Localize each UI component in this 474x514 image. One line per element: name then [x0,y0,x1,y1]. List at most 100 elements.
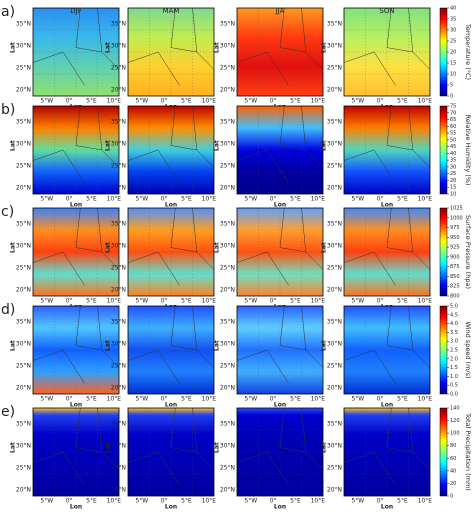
lat-tick-label: 20°N [220,184,235,191]
lat-tick-label: 20°N [327,286,342,293]
lat-tick-label: 35°N [16,420,31,427]
lon-tick-label: 0° [270,298,277,305]
lon-tick-label: 10°E [202,396,217,403]
lon-axis-label: Lon [381,504,393,511]
colorbar-tick-label: 55 [450,131,456,137]
lat-tick-label: 35°N [327,220,342,227]
lon-tick-label: 10°E [418,98,433,105]
lat-tick-label: 20°N [16,286,31,293]
lat-tick-label: 30°N [327,442,342,449]
lon-tick-label: 10°E [418,396,433,403]
lon-tick-label: 5°W [351,196,364,203]
lon-tick-label: 10°E [107,98,122,105]
lat-tick-label: 20°N [220,86,235,93]
panel-frame [32,7,120,97]
lat-tick-label: 25°N [220,162,235,169]
lon-tick-label: 0° [161,298,168,305]
panel-label: a) [1,4,15,20]
panel-frame [32,105,120,195]
panel-frame [127,207,215,297]
lon-tick-label: 5°E [397,196,408,203]
lat-tick-label: 30°N [111,140,126,147]
panel-frame [32,207,120,297]
colorbar-tick-label: 25 [450,39,456,45]
lon-axis-label: Lon [274,202,286,209]
lon-tick-label: 10°E [107,298,122,305]
lon-axis-label: Lon [381,202,393,209]
colorbar-tick-label: 10 [450,72,456,78]
colorbar-tick-label: 925 [450,245,460,251]
lat-tick-label: 25°N [16,464,31,471]
lat-tick-label: 25°N [111,64,126,71]
lat-tick-label: 25°N [16,264,31,271]
lat-tick-label: 25°N [220,264,235,271]
lon-tick-label: 0° [377,98,384,105]
colorbar [439,305,448,395]
lat-tick-label: 30°N [111,242,126,249]
lat-axis-label: Lat [214,140,221,151]
lon-tick-label: 5°W [244,498,257,505]
lat-tick-label: 20°N [111,184,126,191]
colorbar-tick-label: 40 [450,6,456,12]
lat-tick-label: 20°N [111,486,126,493]
lon-tick-label: 0° [377,396,384,403]
lon-tick-label: 5°W [40,298,53,305]
lon-tick-label: 5°E [290,498,301,505]
lat-tick-label: 30°N [327,140,342,147]
colorbar-tick-label: 15 [450,61,456,67]
lat-tick-label: 25°N [327,64,342,71]
lon-tick-label: 5°E [397,498,408,505]
panel-frame [236,105,324,195]
colorbar-tick-label: 975 [450,225,460,231]
lat-axis-label: Lat [10,340,17,351]
lat-tick-label: 25°N [327,264,342,271]
lon-tick-label: 5°E [86,298,97,305]
lon-tick-label: 0° [161,196,168,203]
lat-tick-label: 30°N [220,340,235,347]
lat-tick-label: 30°N [220,442,235,449]
colorbar-tick-label: 875 [450,264,460,270]
lon-axis-label: Lon [165,402,177,409]
lon-tick-label: 10°E [202,196,217,203]
lat-axis-label: Lat [321,442,328,453]
lat-axis-label: Lat [10,140,17,151]
lon-axis-label: Lon [274,504,286,511]
lat-axis-label: Lat [105,42,112,53]
lat-tick-label: 25°N [327,162,342,169]
lat-tick-label: 30°N [220,140,235,147]
lat-tick-label: 30°N [16,42,31,49]
lat-axis-label: Lat [214,442,221,453]
colorbar-tick-label: 30 [450,164,456,170]
colorbar-tick-label: 50 [450,137,456,143]
colorbar-tick-label: 65 [450,117,456,123]
lon-tick-label: 0° [377,196,384,203]
colorbar-tick-label: 5 [450,83,453,89]
lon-tick-label: 5°E [86,498,97,505]
colorbar [439,407,448,497]
lat-axis-label: Lat [214,340,221,351]
lat-axis-label: Lat [105,442,112,453]
lon-tick-label: 5°W [135,298,148,305]
lon-tick-label: 10°E [311,298,326,305]
lat-tick-label: 30°N [327,340,342,347]
lon-tick-label: 5°W [135,498,148,505]
lat-tick-label: 30°N [327,42,342,49]
lat-tick-label: 30°N [220,242,235,249]
lon-tick-label: 0° [270,498,277,505]
lon-axis-label: Lon [381,402,393,409]
colorbar-tick-label: 1.5 [450,365,458,371]
colorbar-label: Temperature (°C) [464,23,472,80]
lat-axis-label: Lat [105,340,112,351]
lat-tick-label: 20°N [16,486,31,493]
lon-tick-label: 0° [377,298,384,305]
colorbar-tick-label: 60 [450,124,456,130]
lat-tick-label: 30°N [327,242,342,249]
